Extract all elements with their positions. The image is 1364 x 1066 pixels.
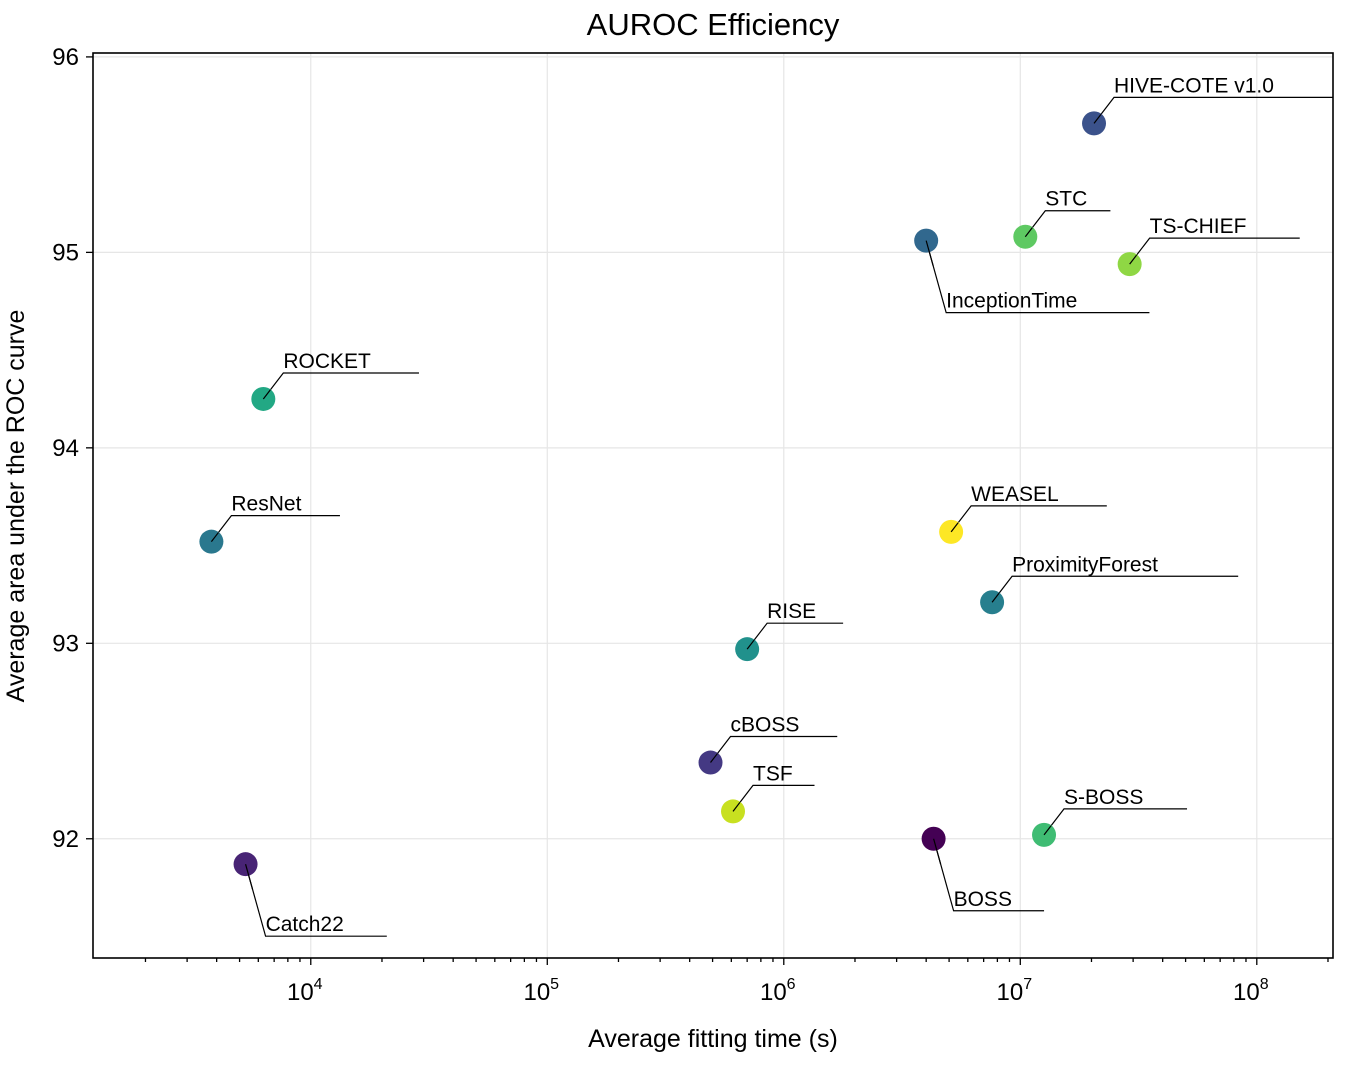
leader-line <box>1129 237 1300 265</box>
data-point-group: TS-CHIEF <box>1117 215 1300 277</box>
point-label: STC <box>1045 188 1087 211</box>
y-tick-label: 93 <box>52 630 79 657</box>
point-label: Catch22 <box>266 913 344 936</box>
plot-frame <box>92 52 1334 959</box>
leader-line <box>710 735 838 763</box>
point-label: S-BOSS <box>1064 786 1143 809</box>
leader-stub <box>1093 113 1102 124</box>
data-point-group: BOSS <box>921 826 1045 912</box>
leader-line <box>1043 808 1188 836</box>
y-tick-label: 95 <box>52 239 79 266</box>
point-label: ROCKET <box>283 350 371 373</box>
leader-stub <box>262 389 271 400</box>
data-point-group: HIVE-COTE v1.0 <box>1082 74 1333 136</box>
x-tick-label: 107 <box>996 976 1032 1006</box>
axis-ticks: 104 105 106 107 108 92 93 94 95 96 <box>52 44 1329 1006</box>
data-point-group: RISE <box>735 600 844 662</box>
grid <box>93 53 1333 958</box>
leader-stub <box>1043 825 1052 836</box>
point-label: ResNet <box>231 493 301 516</box>
y-tick-label: 92 <box>52 826 79 853</box>
leader-stub <box>1129 254 1138 265</box>
point-label: RISE <box>767 600 816 623</box>
leader-stub <box>210 532 219 543</box>
leader-stub <box>746 639 755 650</box>
point-label: HIVE-COTE v1.0 <box>1114 74 1274 97</box>
point-label: cBOSS <box>731 714 800 737</box>
leader-stub <box>732 801 741 812</box>
leader-stub <box>950 522 959 533</box>
point-label: BOSS <box>954 888 1012 911</box>
point-label: ProximityForest <box>1012 553 1158 576</box>
leader-line <box>950 505 1107 533</box>
data-point-group: cBOSS <box>698 714 838 775</box>
data-point-group: WEASEL <box>939 483 1107 544</box>
data-point <box>233 852 258 877</box>
leader-stub <box>991 592 1000 603</box>
x-tick-label: 105 <box>523 976 559 1006</box>
leader-line <box>262 372 419 400</box>
point-label: WEASEL <box>971 483 1059 506</box>
data-point-group: ProximityForest <box>980 553 1239 615</box>
leader-line <box>732 784 815 812</box>
leader-line <box>991 575 1239 603</box>
leader-stub <box>1024 227 1033 238</box>
scatter-points: HIVE-COTE v1.0 STC TS-CHIEF InceptionTime RO… <box>199 74 1333 937</box>
data-point-group: InceptionTime <box>914 228 1150 314</box>
leader-line <box>1093 96 1333 124</box>
x-axis-label: Average fitting time (s) <box>588 1025 838 1053</box>
data-point-group: S-BOSS <box>1032 786 1188 847</box>
y-tick-label: 96 <box>52 44 79 71</box>
data-point-group: Catch22 <box>233 852 387 937</box>
leader-stub <box>244 864 254 890</box>
y-axis-label: Average area under the ROC curve <box>2 310 30 703</box>
x-tick-label: 104 <box>287 976 323 1006</box>
leader-stub <box>925 240 934 267</box>
x-tick-label: 106 <box>760 976 796 1006</box>
data-point-group: TSF <box>721 762 815 824</box>
chart-title: AUROC Efficiency <box>587 7 840 42</box>
data-point-group: STC <box>1013 188 1111 249</box>
y-tick-label: 94 <box>52 435 79 462</box>
leader-stub <box>710 753 718 763</box>
data-point-group: ResNet <box>199 493 340 554</box>
leader-stub <box>933 838 942 865</box>
point-label: TS-CHIEF <box>1150 215 1247 238</box>
point-label: InceptionTime <box>946 290 1077 313</box>
leader-line <box>746 622 844 650</box>
leader-line <box>1024 210 1111 238</box>
point-label: TSF <box>753 762 793 785</box>
data-point-group: ROCKET <box>251 350 419 411</box>
leader-line <box>210 515 340 543</box>
x-tick-label: 108 <box>1233 976 1269 1006</box>
